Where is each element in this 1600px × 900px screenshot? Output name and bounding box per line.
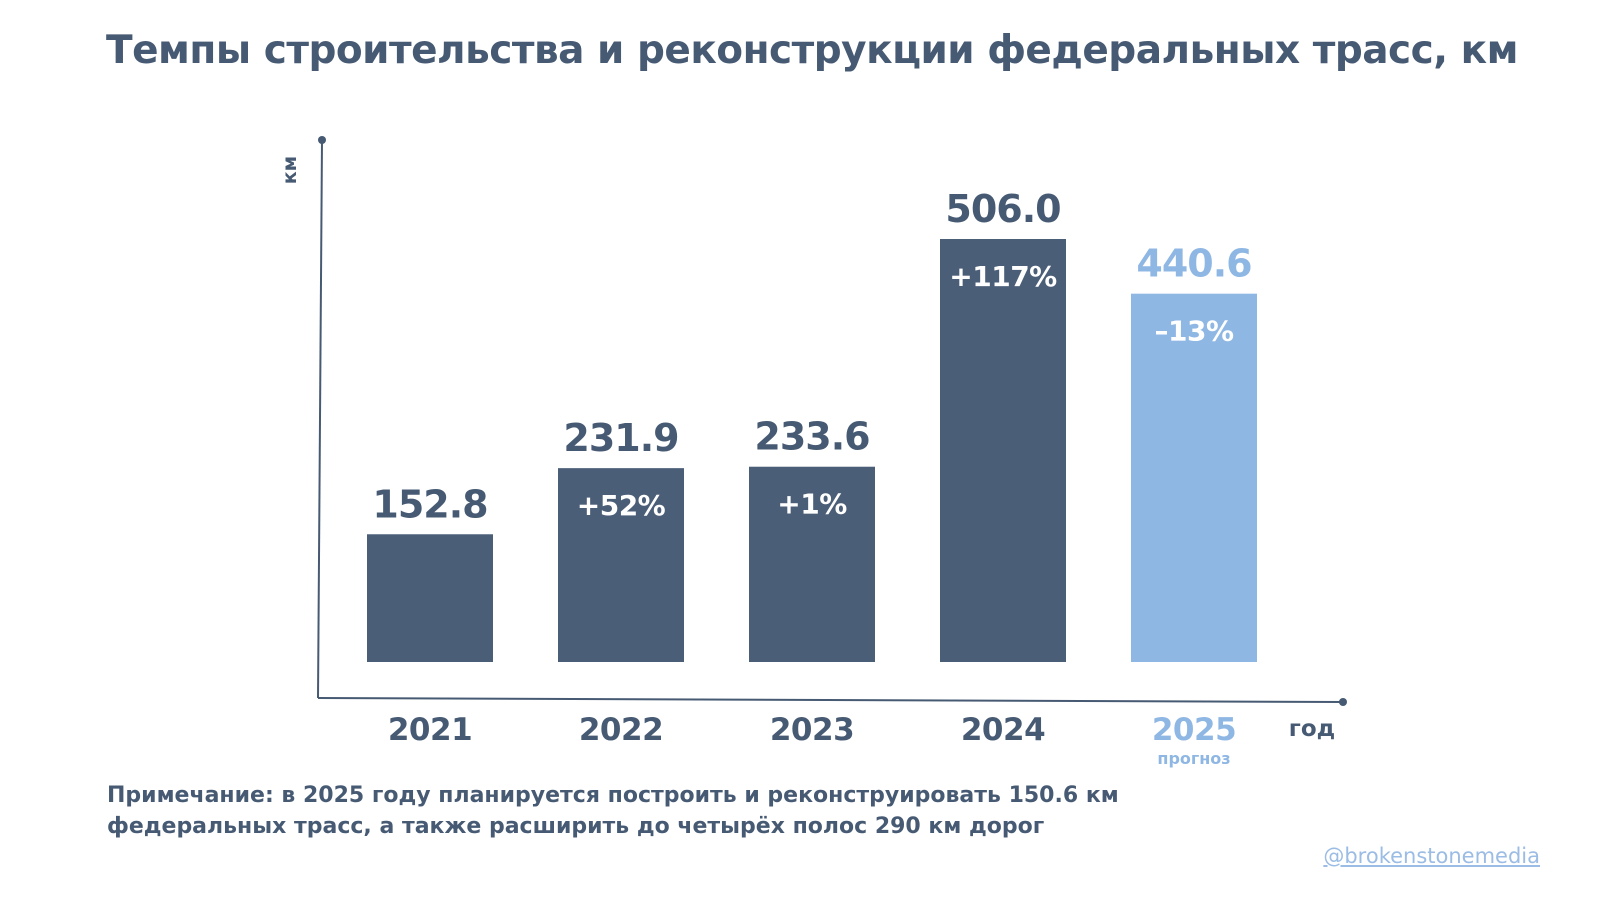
category-label-2021: 2021: [388, 712, 472, 748]
bar-2025: [1131, 293, 1257, 662]
change-label-2024: +117%: [949, 260, 1057, 293]
x-axis-title: год: [1289, 716, 1335, 742]
y-axis-end-dot: [318, 136, 326, 144]
y-axis-title: км: [279, 156, 301, 184]
category-label-2025: 2025: [1152, 712, 1236, 748]
category-label-2023: 2023: [770, 712, 854, 748]
bar-2023: [749, 466, 875, 662]
category-label-2022: 2022: [579, 712, 663, 748]
change-label-2023: +1%: [777, 488, 847, 521]
x-axis-end-dot: [1339, 698, 1347, 706]
author-handle-link[interactable]: @brokenstonemedia: [1323, 844, 1540, 868]
x-axis-line: [317, 697, 1344, 703]
chart-title: Темпы строительства и реконструкции феде…: [106, 28, 1519, 73]
footnote-line-1: Примечание: в 2025 году планируется пост…: [107, 783, 1119, 808]
value-label-2023: 233.6: [754, 415, 869, 459]
category-label-2024: 2024: [961, 712, 1045, 748]
y-axis-line: [317, 139, 323, 699]
value-label-2021: 152.8: [372, 482, 487, 526]
bar-2024: [940, 239, 1066, 662]
category-sublabel-2025: прогноз: [1157, 749, 1230, 768]
change-label-2022: +52%: [577, 489, 666, 522]
change-label-2025: –13%: [1154, 315, 1233, 348]
value-label-2024: 506.0: [945, 187, 1060, 231]
bar-2022: [558, 468, 684, 662]
value-label-2022: 231.9: [563, 416, 678, 460]
value-label-2025: 440.6: [1136, 242, 1251, 286]
footnote: Примечание: в 2025 году планируется пост…: [107, 780, 1119, 842]
footnote-line-2: федеральных трасс, а также расширить до …: [107, 814, 1045, 839]
bar-2021: [367, 534, 493, 662]
